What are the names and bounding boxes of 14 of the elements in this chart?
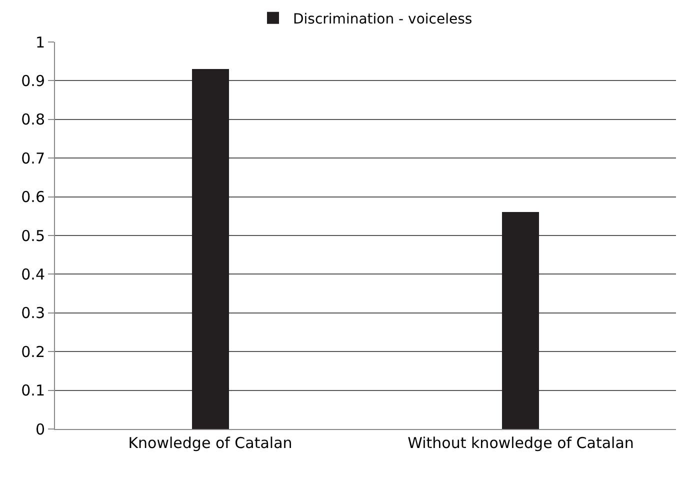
- x-tick-label: Without knowledge of Catalan: [408, 434, 634, 452]
- x-tick-label: Knowledge of Catalan: [128, 434, 292, 452]
- y-tick-label: 0.2: [21, 342, 45, 361]
- y-tick-label: 0: [35, 420, 45, 438]
- y-tick-label: 0.5: [21, 226, 45, 245]
- y-tick-label: 0.1: [21, 382, 45, 400]
- y-tick-label: 0.4: [21, 265, 45, 284]
- y-tick-label: 0.6: [21, 188, 45, 206]
- y-tick-label: 0.3: [21, 304, 45, 322]
- y-tick-label: 0.7: [21, 149, 45, 168]
- y-tick-label: 0.8: [21, 110, 45, 129]
- y-tick-label: 1: [35, 33, 45, 52]
- y-tick-label: 0.9: [21, 72, 45, 90]
- legend-label: Discrimination - voiceless: [293, 11, 472, 28]
